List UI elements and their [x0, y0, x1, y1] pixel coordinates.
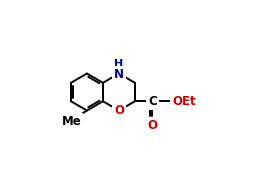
Text: C: C [148, 95, 157, 108]
Text: OEt: OEt [172, 95, 196, 108]
Text: N: N [114, 68, 124, 81]
Text: H: H [114, 59, 124, 69]
Text: O: O [114, 104, 124, 117]
Text: O: O [147, 119, 157, 132]
Text: Me: Me [62, 115, 81, 128]
